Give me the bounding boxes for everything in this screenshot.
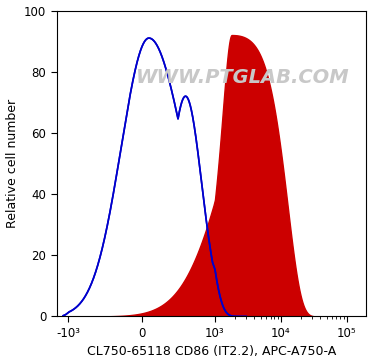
Y-axis label: Relative cell number: Relative cell number	[6, 99, 19, 228]
X-axis label: CL750-65118 CD86 (IT2.2), APC-A750-A: CL750-65118 CD86 (IT2.2), APC-A750-A	[87, 345, 336, 359]
Text: WWW.PTGLAB.COM: WWW.PTGLAB.COM	[136, 68, 349, 87]
